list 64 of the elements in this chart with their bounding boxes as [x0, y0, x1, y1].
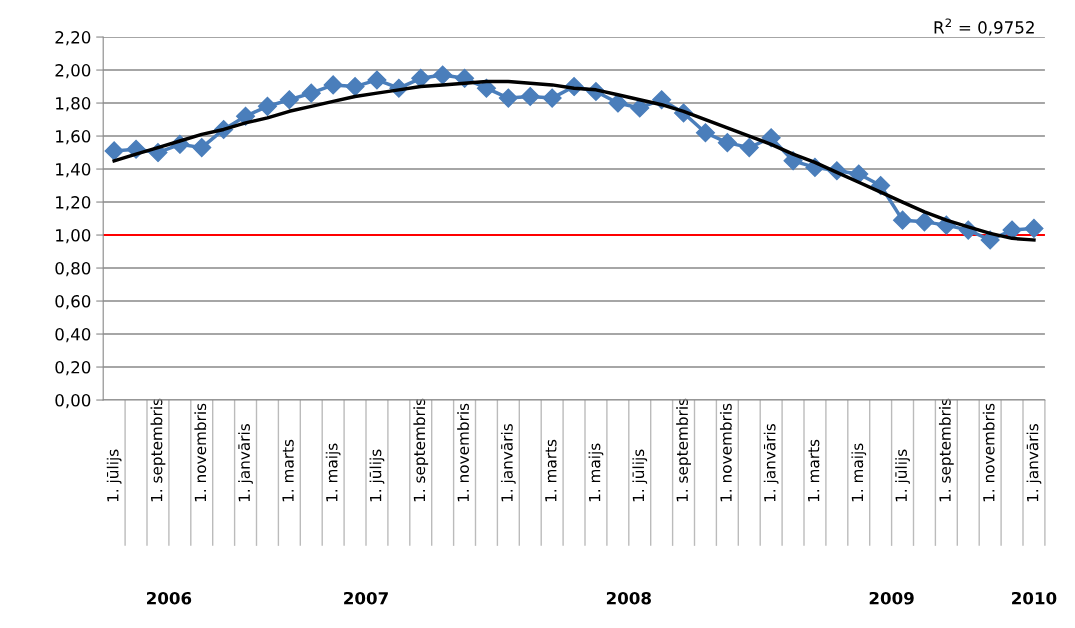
x-tick-label: 1. janvāris: [238, 424, 253, 502]
x-tick-label: 1. maijs: [851, 443, 867, 502]
point: [893, 210, 913, 230]
y-tick-label: 1,60: [56, 130, 91, 145]
text: 2008: [606, 591, 651, 605]
y-tick-label: 0,00: [55, 394, 91, 409]
x-tick-label: 1. septembris: [150, 398, 166, 502]
y-tick-label: 1,20: [56, 196, 91, 211]
y-tick-label: 0,40: [55, 328, 91, 343]
x-tick-label: 1. janvāris: [1026, 424, 1042, 502]
x-tick-label: 1. septembris: [413, 398, 429, 502]
y-tick-label: 1,40: [56, 163, 91, 178]
x-tick-label: 1. maijs: [588, 443, 604, 502]
y-tick-label: 1,80: [56, 97, 91, 112]
text: 2006: [147, 591, 192, 605]
y-tick-label: 2,00: [55, 64, 91, 79]
point: [236, 106, 256, 126]
point: [257, 96, 277, 116]
point: [739, 138, 759, 158]
point: [1002, 220, 1022, 240]
point: [520, 86, 540, 106]
x-tick-label: 1. jūlijs: [369, 449, 385, 502]
point: [849, 164, 869, 184]
x-tick-label: 1. novembris: [982, 403, 995, 502]
x-tick-label: 1. septembris: [676, 398, 691, 502]
x-tick-label: 1. novembris: [719, 403, 732, 502]
point: [104, 141, 124, 161]
y-tick-label: 1,00: [56, 229, 91, 244]
point: [1024, 218, 1044, 238]
x-tick-label: 1. jūlijs: [632, 449, 648, 502]
point: [433, 65, 453, 85]
x-tick-label: 1. marts: [282, 439, 294, 502]
text: 2007: [344, 591, 388, 605]
x-tick-label: 1. maijs: [325, 443, 341, 502]
y-tick-label: 0,20: [55, 361, 91, 376]
point: [323, 75, 343, 95]
y-tick-label: 2,20: [55, 31, 91, 46]
text: 2009: [869, 591, 914, 605]
x-tick-label: 1. novembris: [194, 403, 207, 502]
text: R$^{2}$ = 0,9752: [934, 18, 1034, 36]
text: 2010: [1012, 591, 1057, 605]
point: [914, 212, 934, 232]
point: [608, 93, 628, 113]
point: [279, 90, 299, 110]
point: [367, 70, 387, 90]
point: [695, 123, 715, 143]
x-tick-label: 1. novembris: [457, 403, 469, 502]
point: [498, 88, 518, 108]
point: [630, 98, 650, 118]
y-tick-label: 0,60: [55, 295, 91, 310]
point: [192, 138, 212, 158]
y-tick-label: 0,80: [55, 262, 91, 277]
x-tick-label: 1. janvāris: [763, 424, 779, 502]
point: [717, 133, 737, 153]
point: [345, 77, 365, 97]
point: [411, 68, 431, 88]
x-tick-label: 1. jūlijs: [106, 449, 122, 502]
point: [542, 88, 562, 108]
x-tick-label: 1. septembris: [938, 398, 954, 502]
x-tick-label: 1. jūlijs: [895, 449, 910, 502]
x-tick-label: 1. marts: [545, 439, 557, 502]
x-tick-label: 1. janvāris: [500, 424, 516, 502]
x-tick-label: 1. marts: [808, 439, 820, 502]
point: [301, 83, 321, 103]
